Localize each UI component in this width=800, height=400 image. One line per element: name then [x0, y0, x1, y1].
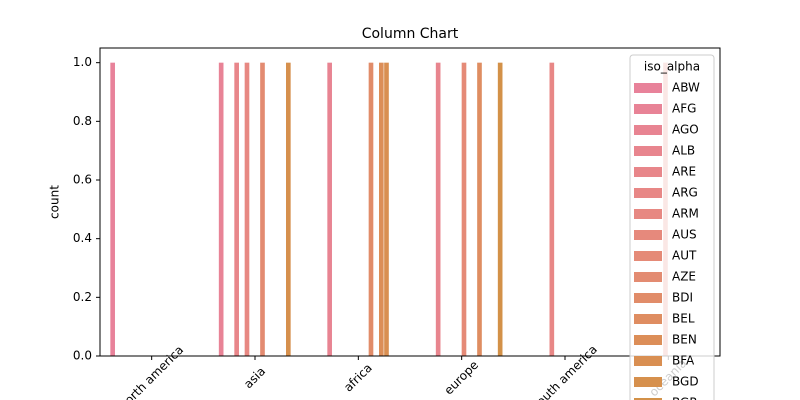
legend-label: ARM	[672, 207, 699, 221]
legend-swatch	[634, 104, 662, 114]
legend-swatch	[634, 335, 662, 345]
legend-swatch	[634, 146, 662, 156]
y-tick-label: 0.6	[73, 173, 92, 187]
legend-swatch	[634, 230, 662, 240]
bar	[461, 62, 467, 357]
bar	[244, 62, 250, 357]
y-tick-label: 0.0	[73, 349, 92, 363]
legend-label: BGR	[672, 396, 698, 400]
x-tick-label: europe	[442, 358, 482, 398]
bar	[549, 62, 555, 357]
legend-swatch	[634, 167, 662, 177]
legend-swatch	[634, 272, 662, 282]
bar	[286, 62, 291, 357]
legend-swatch	[634, 398, 662, 400]
x-tick-label: africa	[341, 361, 375, 395]
bar	[477, 62, 482, 357]
legend-swatch	[634, 293, 662, 303]
legend-label: BFA	[672, 354, 695, 368]
legend-label: ARE	[672, 165, 696, 179]
bar	[368, 62, 374, 357]
bar	[218, 62, 224, 357]
legend-label: ARG	[672, 186, 698, 200]
bar	[110, 62, 115, 357]
bar	[497, 62, 503, 357]
legend-label: AGO	[672, 123, 699, 137]
bar	[234, 62, 239, 357]
legend-swatch	[634, 125, 662, 135]
legend-label: AZE	[672, 270, 696, 284]
x-tick-label: asia	[241, 364, 268, 391]
legend-swatch	[634, 251, 662, 261]
legend-label: AUT	[672, 249, 697, 263]
bar	[384, 62, 389, 357]
legend-swatch	[634, 314, 662, 324]
bar	[260, 62, 265, 357]
legend-label: BGD	[672, 375, 699, 389]
legend-swatch	[634, 356, 662, 366]
y-tick-label: 0.2	[73, 290, 92, 304]
legend-label: BDI	[672, 291, 693, 305]
legend-swatch	[634, 209, 662, 219]
chart-title: Column Chart	[362, 26, 459, 42]
legend-label: BEN	[672, 333, 697, 347]
y-tick-label: 0.4	[73, 231, 92, 245]
legend-swatch	[634, 377, 662, 387]
x-tick-label: south america	[529, 342, 600, 400]
x-tick-label: north america	[116, 343, 186, 400]
y-tick-label: 0.8	[73, 114, 92, 128]
legend-label: ABW	[672, 81, 700, 95]
legend-label: ALB	[672, 144, 695, 158]
legend-label: AFG	[672, 102, 696, 116]
legend-box	[629, 54, 715, 400]
y-tick-label: 1.0	[73, 55, 92, 69]
legend-title: iso_alpha	[644, 60, 700, 74]
axes-frame	[99, 47, 721, 357]
y-axis-label: count	[48, 185, 62, 219]
legend-label: AUS	[672, 228, 697, 242]
legend-swatch	[634, 188, 662, 198]
bar	[327, 62, 332, 357]
legend-label: BEL	[672, 312, 695, 326]
legend-swatch	[634, 83, 662, 93]
bar	[435, 62, 441, 357]
bar	[379, 62, 384, 357]
